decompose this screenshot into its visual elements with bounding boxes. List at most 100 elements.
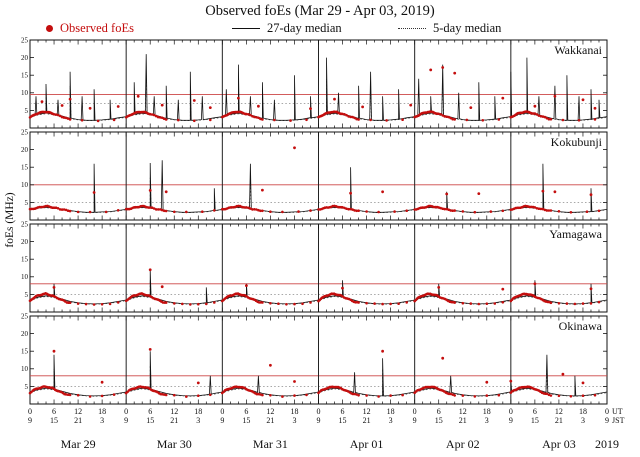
observed-point xyxy=(443,115,447,118)
observed-point xyxy=(269,210,272,213)
observed-point xyxy=(301,302,304,306)
observed-point xyxy=(437,206,441,209)
observed-point xyxy=(535,113,539,116)
observed-point xyxy=(60,115,64,119)
observed-point xyxy=(477,302,481,306)
observed-point xyxy=(429,68,433,72)
jst-tick-label: 9 xyxy=(605,416,609,425)
observed-point xyxy=(543,115,547,119)
ut-tick-label: 6 xyxy=(244,407,248,416)
observed-point xyxy=(193,119,196,123)
observed-point xyxy=(108,302,112,306)
observed-point xyxy=(52,286,56,289)
observed-point xyxy=(255,208,258,211)
ut-tick-label: 6 xyxy=(437,407,441,416)
day-label: Apr 01 xyxy=(350,437,384,451)
ut-tick-label: 12 xyxy=(363,407,371,416)
observed-point xyxy=(549,301,553,305)
observed-point xyxy=(453,118,457,121)
year-label: 2019 xyxy=(595,437,619,451)
y-tick-label: 5 xyxy=(25,199,29,207)
observed-point xyxy=(92,191,96,194)
observed-point xyxy=(245,284,248,287)
observed-point xyxy=(104,210,108,214)
observed-point xyxy=(281,210,284,214)
ut-tick-label: 18 xyxy=(387,407,395,416)
observed-point xyxy=(351,115,354,119)
observed-point xyxy=(501,209,505,213)
observed-point xyxy=(469,302,473,305)
observed-point xyxy=(441,66,445,69)
observed-point xyxy=(160,393,164,396)
observed-point xyxy=(164,190,168,194)
observed-point xyxy=(461,210,465,213)
observed-point xyxy=(88,395,92,398)
ut-tick-label: 18 xyxy=(290,407,298,416)
observed-point xyxy=(52,113,56,116)
observed-point xyxy=(62,208,66,211)
observed-point xyxy=(545,209,549,212)
observed-point xyxy=(189,303,192,306)
observed-point xyxy=(589,302,593,305)
observed-point xyxy=(485,394,489,397)
observed-point xyxy=(66,393,70,397)
y-tick-label: 25 xyxy=(21,312,29,320)
observed-point xyxy=(273,118,276,122)
observed-point xyxy=(533,282,537,286)
observed-point xyxy=(361,105,364,109)
observed-point xyxy=(445,192,449,196)
observed-point xyxy=(237,96,240,100)
observed-point xyxy=(473,210,477,214)
y-tick-label: 10 xyxy=(21,365,29,373)
observed-point xyxy=(269,363,272,367)
observed-point xyxy=(577,119,581,122)
observed-point xyxy=(543,208,547,212)
station-label: Kokubunji xyxy=(551,135,603,149)
observed-point xyxy=(158,116,162,119)
observed-point xyxy=(249,113,252,117)
ut-tick-label: 0 xyxy=(28,407,32,416)
observed-point xyxy=(569,395,573,398)
ut-tick-label: 12 xyxy=(266,407,274,416)
y-tick-label: 25 xyxy=(21,36,29,44)
observed-point xyxy=(247,206,250,210)
observed-point xyxy=(353,209,356,212)
observed-point xyxy=(160,208,164,212)
observed-point xyxy=(208,106,212,109)
day-label: Apr 03 xyxy=(542,437,576,451)
ut-tick-label: 18 xyxy=(194,407,202,416)
observed-point xyxy=(405,209,409,212)
observed-point xyxy=(285,303,288,306)
observed-point xyxy=(148,189,152,192)
ut-tick-label: 12 xyxy=(459,407,467,416)
legend-median5-label: 5-day median xyxy=(433,21,502,35)
observed-point xyxy=(162,117,166,121)
jst-tick-label: 3 xyxy=(485,416,489,425)
jst-tick-label: 15 xyxy=(531,416,539,425)
y-tick-label: 20 xyxy=(21,238,29,246)
observed-point xyxy=(160,116,164,120)
observed-point xyxy=(485,302,489,306)
ut-tick-label: 6 xyxy=(533,407,537,416)
jst-tick-label: 3 xyxy=(292,416,296,425)
observed-point xyxy=(541,207,545,211)
observed-point xyxy=(443,207,447,211)
observed-point xyxy=(369,118,372,122)
jst-tick-label: 3 xyxy=(581,416,585,425)
observed-point xyxy=(309,301,312,304)
observed-point xyxy=(158,208,162,211)
observed-point xyxy=(355,117,358,121)
legend-item-observed: Observed foEs xyxy=(46,21,134,36)
observed-point xyxy=(389,394,392,397)
day-label: Mar 29 xyxy=(61,437,96,451)
observed-point xyxy=(112,118,116,122)
observed-point xyxy=(535,207,539,210)
observed-point xyxy=(154,114,158,118)
observed-point xyxy=(52,349,56,353)
observed-point xyxy=(197,394,200,398)
ut-tick-label: 12 xyxy=(74,407,82,416)
day-label: Apr 02 xyxy=(446,437,480,451)
station-label: Wakkanai xyxy=(554,43,602,57)
y-tick-label: 25 xyxy=(21,220,29,228)
